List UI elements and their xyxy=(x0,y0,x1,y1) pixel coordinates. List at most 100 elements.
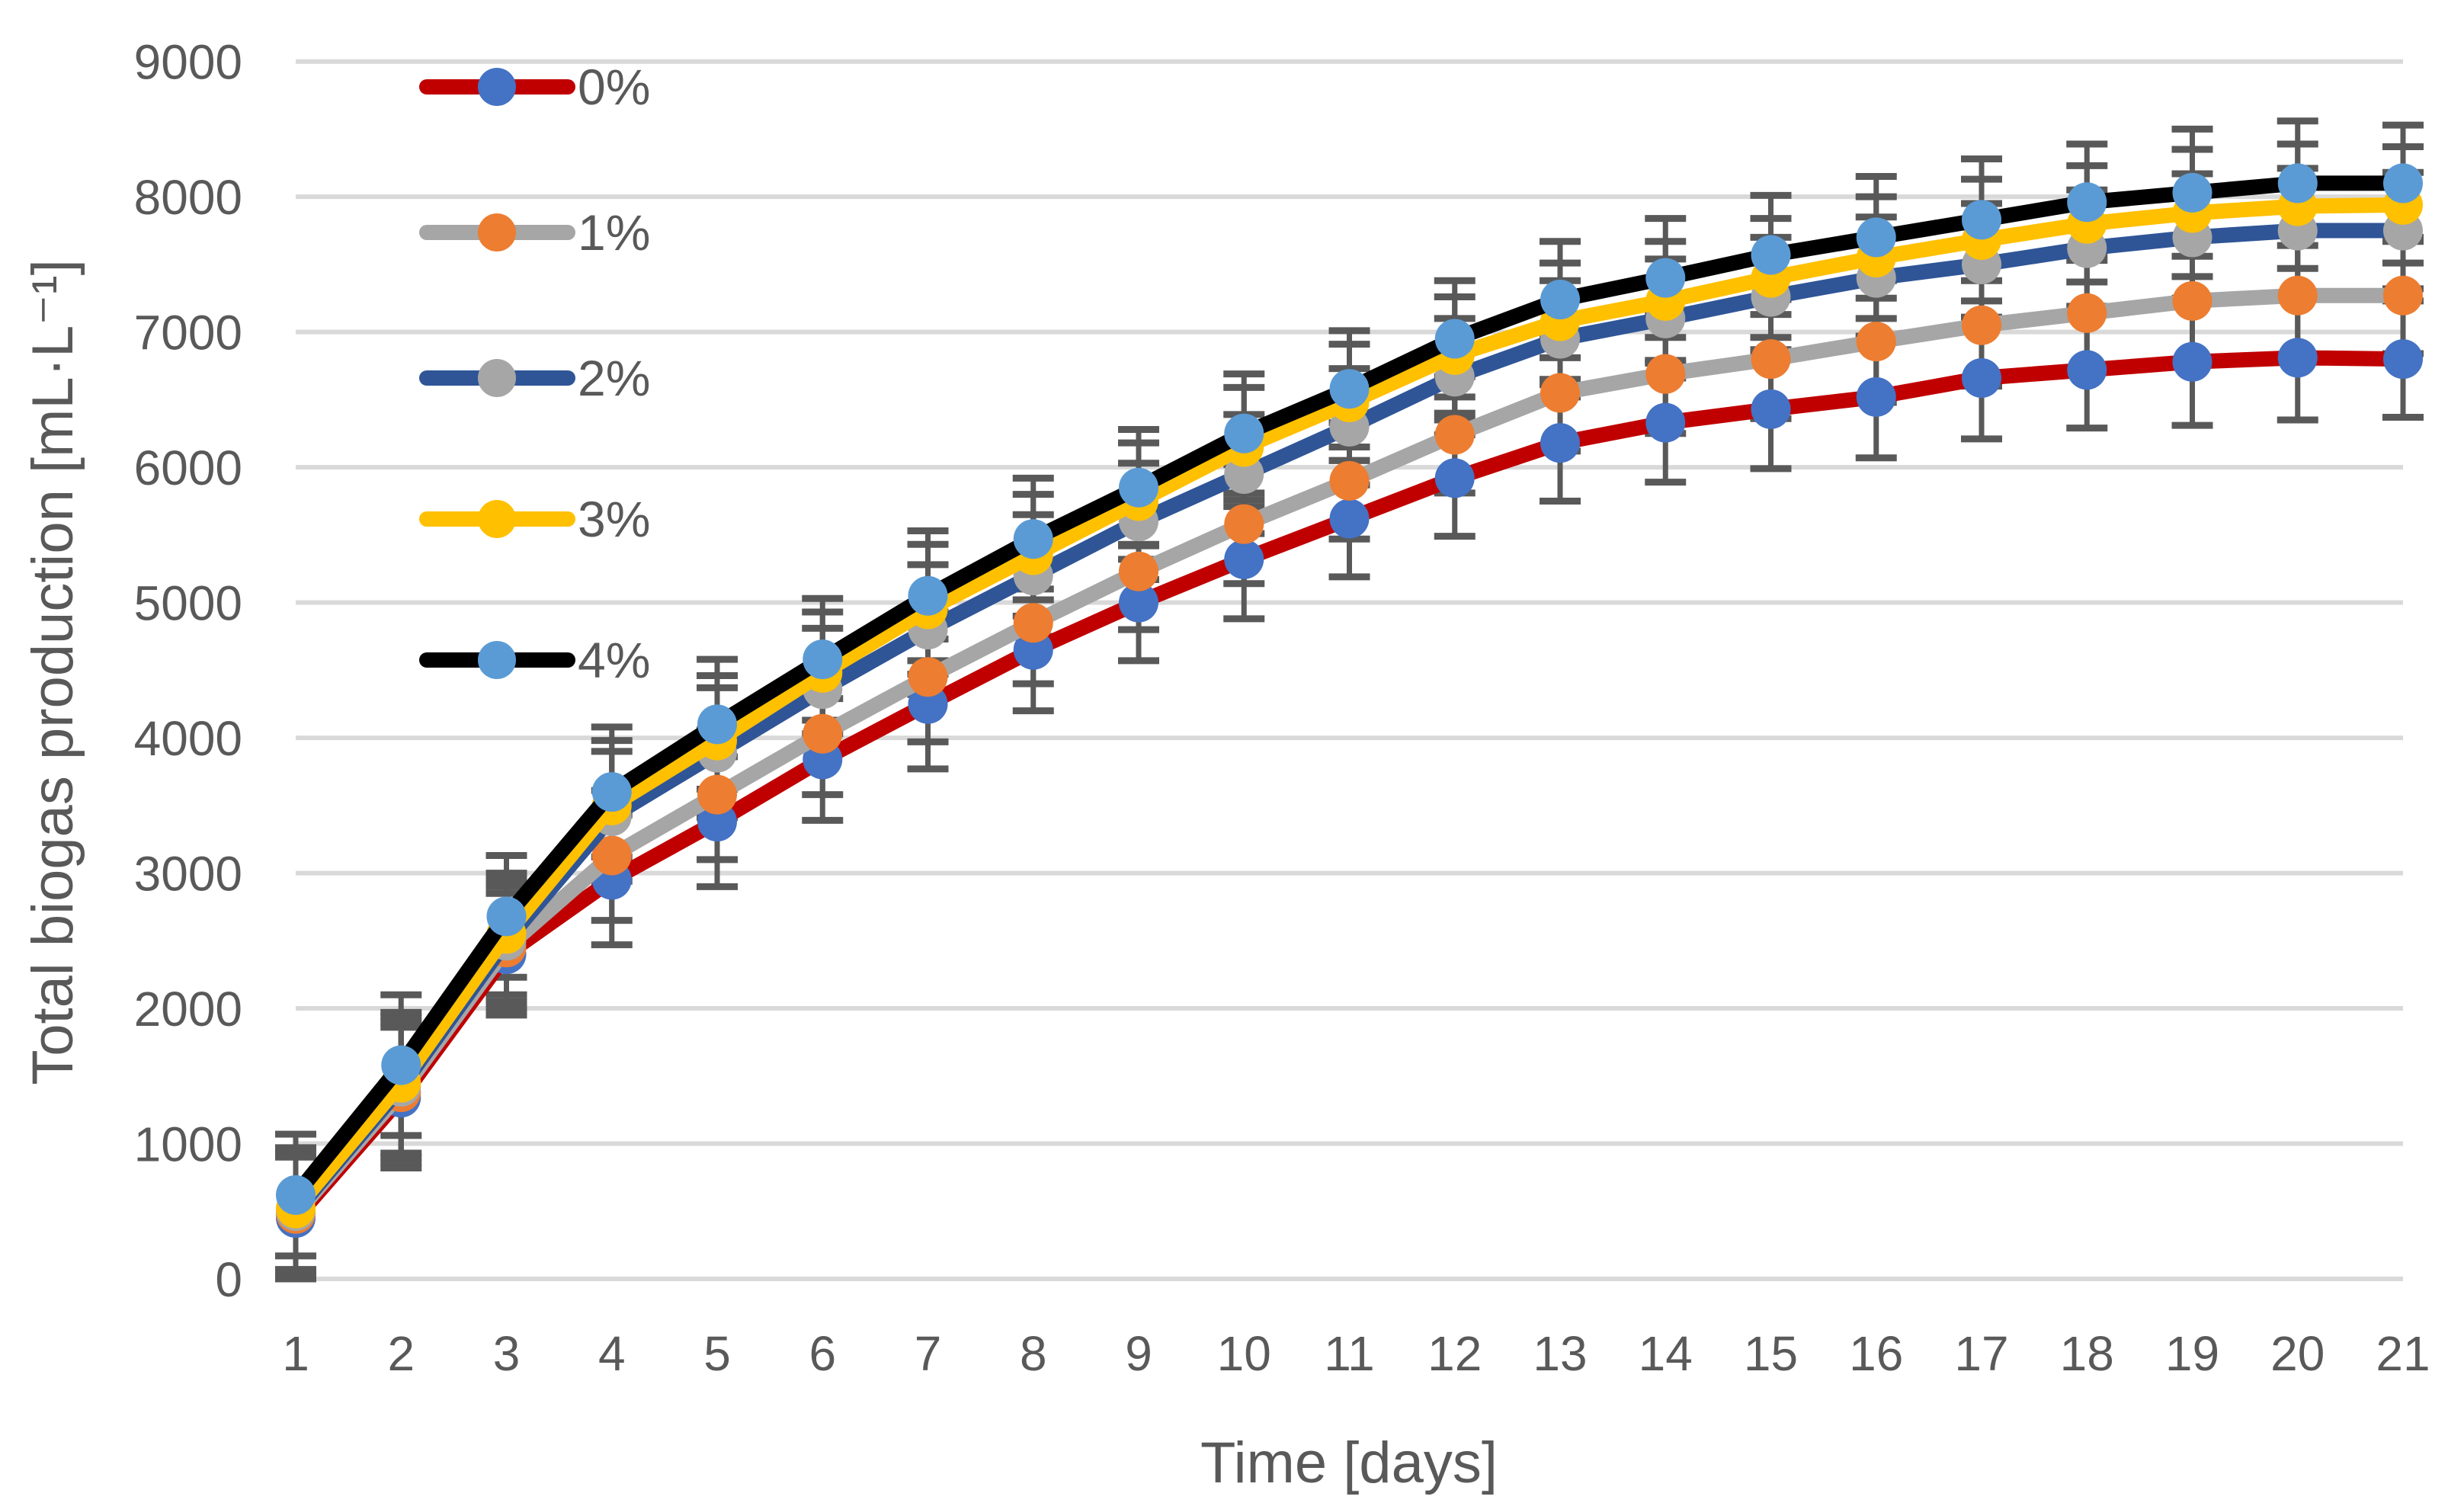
y-tick-label: 5000 xyxy=(134,576,242,631)
legend-item-4%: 4% xyxy=(419,632,650,688)
data-point-1%-day-7 xyxy=(908,657,948,697)
data-point-1%-day-18 xyxy=(2067,293,2107,333)
x-tick-label: 10 xyxy=(1217,1326,1271,1381)
data-point-4%-day-18 xyxy=(2067,182,2107,223)
data-point-4%-day-17 xyxy=(1962,200,2001,240)
data-point-1%-day-20 xyxy=(2277,275,2318,316)
data-point-4%-day-6 xyxy=(803,639,843,680)
data-point-1%-day-6 xyxy=(803,713,843,754)
data-point-1%-day-4 xyxy=(591,835,632,876)
x-tick-label: 6 xyxy=(809,1326,836,1381)
x-tick-label: 20 xyxy=(2270,1326,2325,1381)
legend-item-3%: 3% xyxy=(419,491,650,547)
legend-label: 0% xyxy=(578,59,650,115)
legend-marker-swatch xyxy=(478,500,516,538)
data-point-0%-day-14 xyxy=(1645,402,1686,443)
legend-marker-swatch xyxy=(478,641,516,679)
y-tick-label: 4000 xyxy=(134,711,242,766)
data-point-1%-day-8 xyxy=(1013,603,1053,643)
data-point-4%-day-7 xyxy=(908,575,948,616)
x-tick-label: 3 xyxy=(493,1326,521,1381)
x-tick-label: 2 xyxy=(387,1326,415,1381)
gridlines xyxy=(296,59,2403,1281)
x-axis-title: Time [days] xyxy=(1200,1431,1498,1495)
x-tick-label: 8 xyxy=(1020,1326,1047,1381)
data-point-0%-day-12 xyxy=(1434,458,1475,498)
data-point-4%-day-13 xyxy=(1540,280,1580,320)
legend-item-2%: 2% xyxy=(419,350,650,406)
data-point-1%-day-16 xyxy=(1856,322,1896,362)
y-tick-label: 3000 xyxy=(134,847,242,902)
data-point-0%-day-19 xyxy=(2172,341,2212,382)
data-point-4%-day-9 xyxy=(1119,467,1158,508)
data-point-4%-day-10 xyxy=(1224,413,1264,453)
data-point-0%-day-13 xyxy=(1540,423,1580,463)
legend-marker-swatch xyxy=(478,359,516,397)
x-tick-label: 4 xyxy=(598,1326,626,1381)
y-axis-tick-labels: 0 1000 2000 3000 4000 5000 6000 7000 8000 9000 xyxy=(134,35,242,1307)
legend-marker-swatch xyxy=(478,68,516,106)
data-point-1%-day-10 xyxy=(1224,504,1264,544)
data-point-4%-day-20 xyxy=(2277,163,2318,203)
data-point-1%-day-12 xyxy=(1434,415,1475,455)
data-point-4%-day-11 xyxy=(1329,369,1370,409)
data-point-0%-day-15 xyxy=(1751,389,1791,429)
data-point-4%-day-16 xyxy=(1856,217,1896,258)
data-point-1%-day-13 xyxy=(1540,373,1580,413)
series-lines xyxy=(276,163,2423,1238)
legend-item-1%: 1% xyxy=(419,204,650,261)
data-point-4%-day-12 xyxy=(1434,319,1475,359)
data-point-0%-day-10 xyxy=(1224,539,1264,579)
data-point-0%-day-9 xyxy=(1119,582,1158,623)
data-point-1%-day-15 xyxy=(1751,339,1791,380)
x-tick-label: 17 xyxy=(1954,1326,2008,1381)
legend-label: 1% xyxy=(578,204,650,261)
legend-label: 2% xyxy=(578,350,650,406)
data-point-1%-day-21 xyxy=(2383,275,2423,316)
data-point-4%-day-2 xyxy=(381,1045,421,1085)
x-tick-label: 1 xyxy=(282,1326,309,1381)
data-point-4%-day-5 xyxy=(697,704,737,745)
data-point-1%-day-14 xyxy=(1645,354,1686,394)
data-point-4%-day-8 xyxy=(1013,519,1053,559)
legend-marker-swatch xyxy=(478,213,516,252)
x-tick-label: 13 xyxy=(1533,1326,1587,1381)
x-tick-label: 12 xyxy=(1427,1326,1482,1381)
data-point-4%-day-3 xyxy=(486,896,527,937)
x-tick-label: 15 xyxy=(1744,1326,1798,1381)
y-tick-label: 2000 xyxy=(134,982,242,1037)
data-point-4%-day-4 xyxy=(591,772,632,812)
y-tick-label: 1000 xyxy=(134,1117,242,1172)
x-tick-label: 18 xyxy=(2060,1326,2114,1381)
data-point-1%-day-19 xyxy=(2172,280,2212,321)
data-point-0%-day-16 xyxy=(1856,376,1896,417)
x-tick-label: 9 xyxy=(1125,1326,1152,1381)
x-tick-label: 14 xyxy=(1639,1326,1693,1381)
data-point-0%-day-18 xyxy=(2067,350,2107,390)
data-point-0%-day-11 xyxy=(1329,498,1370,539)
data-point-4%-day-21 xyxy=(2383,163,2423,203)
y-axis-title: Total biogas production [mL·L⁻¹] xyxy=(21,259,85,1085)
error-bars xyxy=(275,117,2424,1283)
legend-label: 4% xyxy=(578,632,650,688)
y-tick-label: 6000 xyxy=(134,441,242,495)
x-tick-label: 5 xyxy=(703,1326,731,1381)
data-point-1%-day-11 xyxy=(1329,460,1370,501)
data-point-4%-day-19 xyxy=(2172,172,2212,213)
data-point-4%-day-15 xyxy=(1751,235,1791,275)
data-point-1%-day-5 xyxy=(697,774,737,815)
data-point-1%-day-17 xyxy=(1962,305,2001,345)
x-axis-tick-labels: 1 2 3 4 5 6 7 8 9 10 11 12 13 14 15 16 17 18 19 20 21 xyxy=(282,1326,2430,1381)
legend-label: 3% xyxy=(578,491,650,547)
y-tick-label: 7000 xyxy=(134,306,242,360)
y-tick-label: 0 xyxy=(215,1252,242,1307)
x-tick-label: 7 xyxy=(915,1326,942,1381)
data-point-1%-day-9 xyxy=(1119,551,1158,591)
y-tick-label: 9000 xyxy=(134,35,242,90)
data-point-0%-day-21 xyxy=(2383,339,2423,380)
data-point-4%-day-14 xyxy=(1645,258,1686,298)
x-tick-label: 16 xyxy=(1849,1326,1903,1381)
legend-item-0%: 0% xyxy=(419,59,650,115)
